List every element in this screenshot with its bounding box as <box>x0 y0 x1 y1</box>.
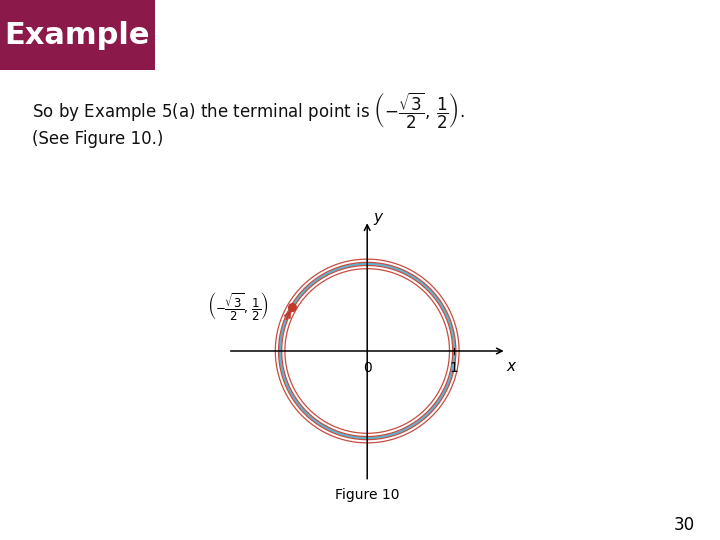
Text: Example: Example <box>4 21 150 50</box>
Text: $\left(-\dfrac{\sqrt{3}}{2},\,\dfrac{1}{2}\right)$: $\left(-\dfrac{\sqrt{3}}{2},\,\dfrac{1}{… <box>207 289 269 322</box>
Text: 30: 30 <box>674 516 695 534</box>
Text: (See Figure 10.): (See Figure 10.) <box>32 130 163 148</box>
Text: 1: 1 <box>450 361 459 375</box>
Text: y: y <box>373 210 382 225</box>
Text: x: x <box>506 359 516 374</box>
Text: 0: 0 <box>363 361 372 375</box>
Text: So by Example 5(a) the terminal point is $\left(-\dfrac{\sqrt{3}}{2},\,\dfrac{1}: So by Example 5(a) the terminal point is… <box>32 91 465 131</box>
Text: $\mathbf{6}$ $-$ $\mathit{Solution}$: $\mathbf{6}$ $-$ $\mathit{Solution}$ <box>162 21 354 50</box>
Bar <box>0 0 155 70</box>
Text: cont’d: cont’d <box>678 52 714 65</box>
Text: Figure 10: Figure 10 <box>335 489 400 502</box>
